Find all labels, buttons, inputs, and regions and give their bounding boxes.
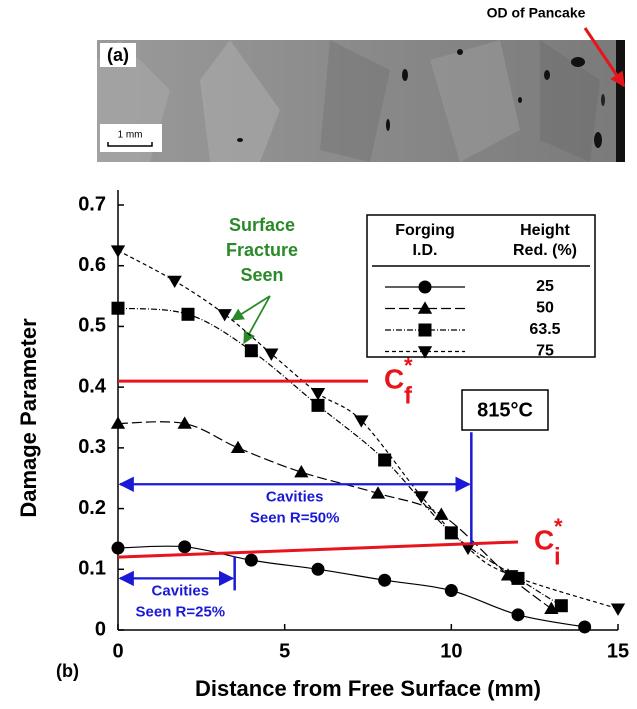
legend-label: 63.5 — [529, 321, 560, 338]
marker — [244, 344, 258, 358]
reference-label-sup: * — [404, 353, 413, 378]
fracture-note: Surface — [229, 215, 295, 235]
legend-header: Height — [520, 222, 570, 239]
marker — [354, 415, 369, 428]
series-line — [117, 307, 562, 607]
cavity-label: Seen R=25% — [136, 603, 226, 620]
scale-bar-label: 1 mm — [118, 130, 143, 141]
reference-label-sub: i — [554, 543, 561, 570]
fracture-note: Seen — [240, 265, 283, 285]
marker — [504, 570, 519, 583]
legend-label: 50 — [536, 300, 554, 317]
marker — [444, 526, 458, 540]
od-annotation: OD of Pancake — [487, 5, 586, 21]
reference-line — [117, 540, 519, 559]
marker — [417, 301, 433, 314]
marker — [460, 542, 476, 556]
panel-b-label: (b) — [56, 661, 79, 681]
marker — [418, 323, 432, 337]
marker — [310, 388, 326, 401]
fracture-arrow — [230, 295, 271, 321]
cavity-label: Cavities — [266, 488, 324, 505]
reference-label: C — [384, 363, 404, 394]
x-tick-label: 15 — [607, 640, 629, 662]
marker — [414, 491, 429, 504]
micrograph — [97, 27, 626, 162]
y-tick-label: 0.5 — [78, 315, 106, 337]
reference-label-sup: * — [554, 514, 563, 539]
marker — [311, 562, 325, 576]
y-axis-title: Damage Parameter — [16, 318, 41, 518]
marker — [578, 620, 592, 634]
marker — [111, 541, 125, 555]
y-tick-label: 0.1 — [78, 558, 106, 580]
reference-label: C — [534, 524, 554, 555]
legend-label: 75 — [536, 343, 554, 360]
x-axis-title: Distance from Free Surface (mm) — [195, 676, 541, 701]
series-line — [117, 250, 619, 610]
legend-label: 25 — [536, 278, 554, 295]
reference-label-sub: f — [404, 382, 413, 409]
x-tick-label: 0 — [112, 640, 123, 662]
marker — [110, 245, 126, 258]
marker — [294, 464, 309, 478]
marker — [417, 346, 433, 359]
temperature-box — [461, 389, 549, 431]
cavity-label: Seen R=50% — [250, 509, 340, 526]
marker — [178, 540, 192, 554]
fracture-note: Fracture — [226, 240, 298, 260]
marker — [177, 416, 192, 429]
y-tick-label: 0.2 — [78, 497, 106, 519]
cavity-label: Cavities — [152, 582, 210, 599]
marker — [554, 599, 568, 613]
x-tick-label: 10 — [440, 640, 462, 662]
marker — [111, 301, 125, 315]
marker — [110, 416, 126, 429]
marker — [244, 553, 258, 567]
marker — [264, 348, 279, 361]
marker — [444, 584, 458, 598]
marker — [378, 453, 392, 467]
y-tick-label: 0 — [95, 618, 106, 640]
marker — [511, 608, 525, 622]
fracture-arrow — [243, 295, 271, 345]
legend-header: Red. (%) — [513, 242, 577, 259]
marker — [610, 603, 626, 616]
marker — [311, 398, 325, 412]
marker — [181, 307, 195, 321]
marker — [167, 275, 182, 289]
x-tick-label: 5 — [279, 640, 290, 662]
marker — [378, 573, 392, 587]
marker — [418, 280, 432, 294]
y-tick-label: 0.7 — [78, 193, 106, 215]
legend-header: I.D. — [413, 242, 438, 259]
legend-header: Forging — [395, 222, 455, 239]
y-tick-label: 0.4 — [78, 375, 107, 397]
marker — [217, 309, 232, 322]
marker — [230, 440, 246, 454]
y-tick-label: 0.6 — [78, 254, 106, 276]
marker — [370, 486, 386, 499]
panel-a-label: (a) — [107, 45, 129, 65]
legend-box — [366, 214, 596, 358]
y-tick-label: 0.3 — [78, 436, 106, 458]
temperature: 815°C — [477, 399, 533, 421]
